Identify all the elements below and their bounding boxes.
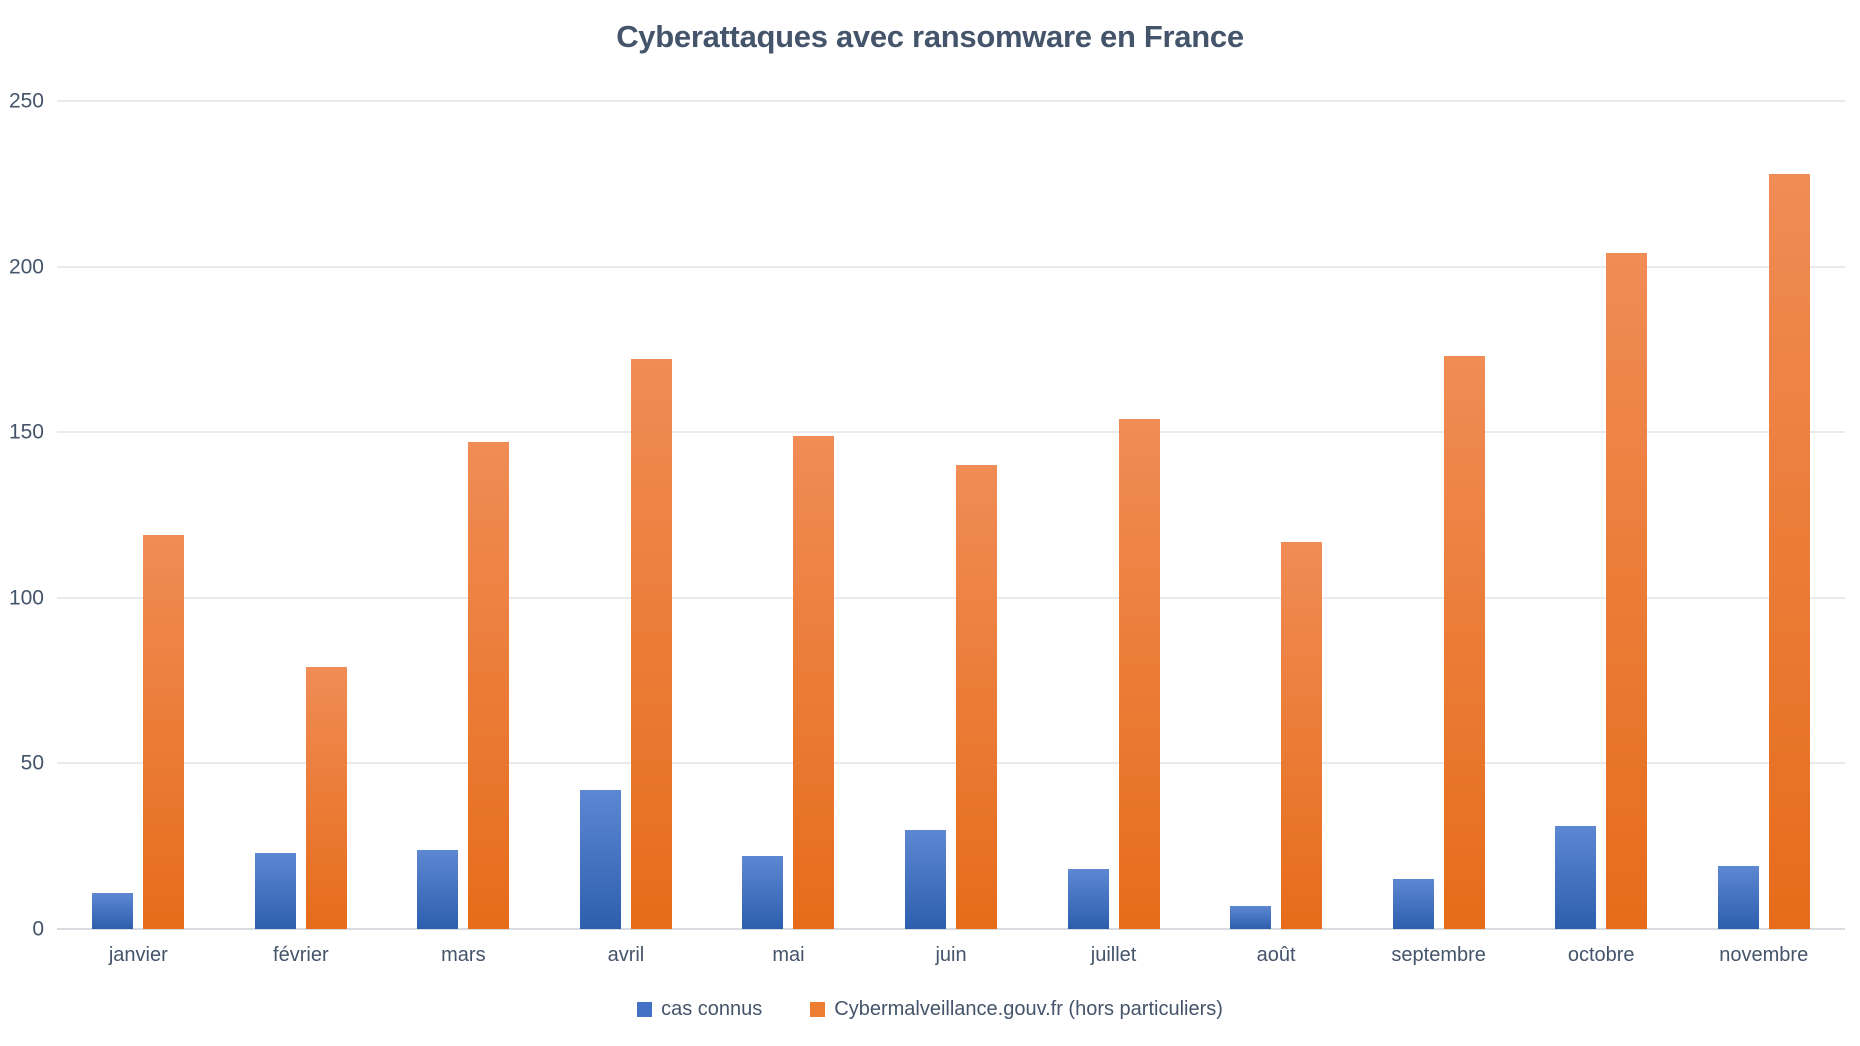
bar-cas-connus-avril bbox=[579, 789, 621, 929]
bar-cas-connus-juillet bbox=[1067, 869, 1109, 929]
x-axis-category-label: février bbox=[273, 944, 329, 966]
bar-cas-connus-octobre bbox=[1555, 826, 1597, 929]
bar-cybermalveillance-septembre bbox=[1443, 356, 1485, 929]
bar-group-janvier bbox=[57, 101, 220, 929]
legend-swatch-icon bbox=[637, 1002, 653, 1017]
bar-group-novembre bbox=[1682, 101, 1845, 929]
bar-cybermalveillance-octobre bbox=[1606, 253, 1648, 929]
x-axis-category-label: septembre bbox=[1391, 944, 1486, 966]
gridline-150 bbox=[57, 431, 1845, 434]
bar-group-juillet bbox=[1032, 101, 1195, 929]
x-axis-category-label: mars bbox=[441, 944, 486, 966]
bars-container bbox=[57, 101, 1845, 929]
gridline-200 bbox=[57, 265, 1845, 268]
bar-cybermalveillance-mai bbox=[793, 435, 835, 929]
x-axis-category-label: mai bbox=[772, 944, 805, 966]
bar-cybermalveillance-février bbox=[305, 667, 347, 929]
bar-cybermalveillance-janvier bbox=[143, 534, 185, 929]
bar-group-juin bbox=[870, 101, 1033, 929]
chart-title: Cyberattaques avec ransomware en France bbox=[616, 19, 1244, 54]
bar-cybermalveillance-novembre bbox=[1768, 173, 1810, 929]
bar-cas-connus-janvier bbox=[92, 892, 134, 929]
x-axis: janvier février mars avril mai juin juillet aoû… bbox=[57, 944, 1845, 967]
y-axis: 0 50 100 150 200 250 bbox=[0, 91, 44, 940]
plot-area bbox=[57, 100, 1845, 930]
bar-group-février bbox=[220, 101, 383, 929]
bar-cybermalveillance-août bbox=[1281, 541, 1323, 929]
y-axis-tick-label: 150 bbox=[8, 420, 44, 444]
bar-cas-connus-février bbox=[254, 852, 296, 929]
bar-group-mai bbox=[707, 101, 870, 929]
x-axis-category-label: janvier bbox=[108, 944, 168, 966]
bar-cybermalveillance-avril bbox=[630, 359, 672, 929]
legend-item-cas-connus: cas connus bbox=[637, 998, 762, 1021]
bar-cas-connus-septembre bbox=[1392, 879, 1434, 929]
bar-group-août bbox=[1195, 101, 1358, 929]
y-axis-tick-label: 50 bbox=[20, 751, 44, 775]
bar-cybermalveillance-juin bbox=[956, 465, 997, 929]
legend: cas connus Cybermalveillance.gouv.fr (hor… bbox=[0, 998, 1860, 1021]
y-axis-tick-label: 0 bbox=[32, 917, 44, 941]
legend-label: cas connus bbox=[661, 998, 763, 1020]
legend-swatch-icon bbox=[810, 1002, 826, 1017]
bar-group-septembre bbox=[1357, 101, 1520, 929]
gridline-0 bbox=[57, 928, 1845, 930]
legend-label: Cybermalveillance.gouv.fr (hors particul… bbox=[834, 998, 1223, 1020]
x-axis-category-label: avril bbox=[607, 944, 645, 966]
bar-cas-connus-mars bbox=[417, 849, 459, 929]
bar-cas-connus-novembre bbox=[1717, 866, 1759, 929]
bar-group-mars bbox=[382, 101, 545, 929]
y-axis-tick-label: 250 bbox=[8, 89, 44, 113]
bar-cas-connus-mai bbox=[742, 856, 784, 929]
x-axis-category-label: juillet bbox=[1090, 944, 1137, 966]
y-axis-tick-label: 100 bbox=[8, 586, 44, 610]
bar-cas-connus-août bbox=[1230, 905, 1272, 929]
x-axis-category-label: novembre bbox=[1719, 944, 1809, 966]
x-axis-category-label: août bbox=[1256, 944, 1296, 966]
bar-group-octobre bbox=[1520, 101, 1683, 929]
bar-cybermalveillance-juillet bbox=[1118, 418, 1160, 929]
x-axis-category-label: octobre bbox=[1567, 944, 1635, 966]
bar-cas-connus-juin bbox=[905, 829, 946, 929]
y-axis-tick-label: 200 bbox=[8, 255, 44, 279]
gridline-250 bbox=[57, 100, 1845, 102]
x-axis-category-label: juin bbox=[935, 944, 967, 966]
bar-cybermalveillance-mars bbox=[468, 442, 510, 929]
legend-item-cybermalveillance: Cybermalveillance.gouv.fr (hors particul… bbox=[810, 998, 1223, 1021]
bar-group-avril bbox=[545, 101, 708, 929]
gridline-50 bbox=[57, 762, 1845, 765]
gridline-100 bbox=[57, 596, 1845, 599]
